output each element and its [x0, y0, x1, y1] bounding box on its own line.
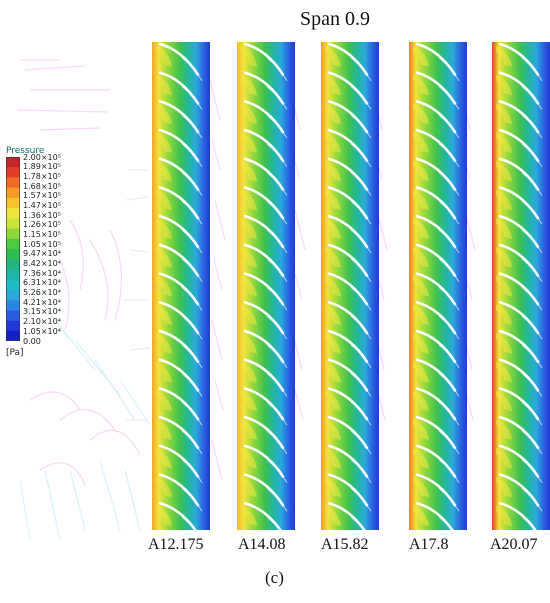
colorbar-swatch [6, 310, 20, 321]
pressure-contour-panel [237, 42, 295, 530]
colorbar-swatch [6, 259, 20, 270]
colorbar-swatch [6, 249, 20, 260]
legend-tick-label: 1.68×10⁵ [23, 181, 61, 191]
legend-tick-label: 7.36×10⁴ [23, 268, 61, 278]
case-label: A20.07 [490, 536, 538, 553]
legend-tick-label: 1.47×10⁵ [23, 200, 61, 210]
pressure-contour-panel [321, 42, 379, 530]
case-label: A17.8 [409, 536, 449, 553]
legend-tick-label: 1.57×10⁵ [23, 191, 61, 201]
colorbar-swatch [6, 320, 20, 332]
legend-tick-label: 3.15×10⁴ [23, 307, 61, 317]
colorbar-swatch [6, 177, 20, 188]
legend-tick-label: 2.00×10⁵ [23, 152, 61, 162]
legend-tick-label: 9.47×10⁴ [23, 249, 61, 259]
colorbar-swatch [6, 279, 20, 291]
colorbar-swatch [6, 300, 20, 311]
legend-tick-label: 1.36×10⁵ [23, 210, 61, 220]
legend-tick-label: 1.05×10⁴ [23, 326, 61, 336]
legend-tick-label: 6.31×10⁴ [23, 278, 61, 288]
pressure-colorbar [6, 157, 20, 341]
legend-tick-label: 1.26×10⁵ [23, 220, 61, 230]
colorbar-swatch [6, 238, 20, 250]
colorbar-swatch [6, 218, 20, 229]
legend-tick-label: 1.89×10⁵ [23, 162, 61, 172]
case-label: A14.08 [238, 536, 286, 553]
pressure-contour-panel [492, 42, 550, 530]
legend-tick-label: 1.15×10⁵ [23, 230, 61, 239]
colorbar-swatch [6, 157, 20, 168]
legend-tick-label: 0.00 [23, 336, 41, 346]
case-label: A15.82 [321, 536, 369, 553]
pressure-contour-panel [409, 42, 467, 530]
colorbar-swatch [6, 269, 20, 280]
colorbar-swatch [6, 208, 20, 219]
legend-tick-label: 8.42×10⁴ [23, 259, 61, 268]
colorbar-swatch [6, 197, 20, 209]
legend-tick-label: 1.78×10⁵ [23, 171, 61, 181]
legend-unit: [Pa] [6, 348, 24, 358]
colorbar-swatch [6, 187, 20, 199]
legend-title: Pressure [6, 146, 45, 156]
pressure-legend: Pressure 2.00×10⁵ 1.89×10⁵ 1.78×10⁵ 1.68×10… [6, 146, 66, 358]
pressure-contour-panel [152, 42, 210, 530]
colorbar-swatch [6, 330, 20, 341]
legend-tick-label: 2.10×10⁴ [23, 317, 61, 327]
colorbar-swatch [6, 289, 20, 301]
colorbar-swatch [6, 167, 20, 178]
subfigure-label: (c) [265, 568, 284, 587]
legend-tick-label: 5.26×10⁴ [23, 288, 61, 298]
figure-title: Span 0.9 [300, 8, 370, 30]
case-label: A12.175 [148, 536, 204, 553]
legend-tick-label: 1.05×10⁵ [23, 239, 61, 249]
legend-tick-label: 4.21×10⁴ [23, 297, 61, 307]
colorbar-swatch [6, 228, 20, 240]
